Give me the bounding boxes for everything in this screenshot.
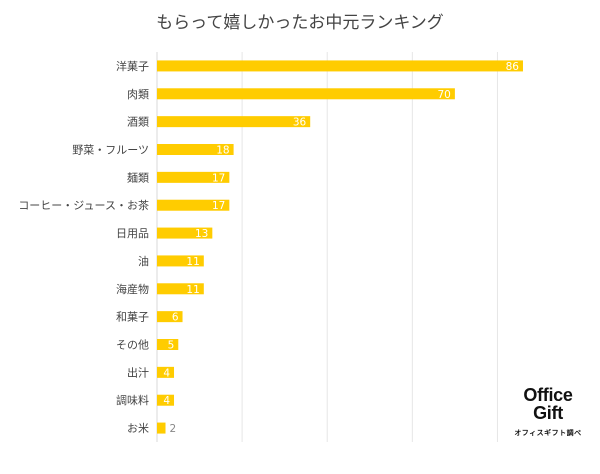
logo-line-1: Office [523, 385, 573, 405]
office-gift-logo: Office Gift オフィスギフト調べ [508, 386, 588, 438]
category-label: 洋菓子 [116, 59, 149, 73]
bars [157, 60, 523, 434]
bar [157, 88, 455, 100]
bar [157, 422, 166, 434]
value-label: 17 [212, 172, 225, 184]
bar [157, 116, 311, 128]
bar [157, 199, 230, 211]
category-label: 油 [138, 254, 149, 268]
category-label: 和菓子 [116, 311, 149, 324]
bar [157, 171, 230, 183]
value-label: 11 [186, 256, 199, 268]
value-label: 5 [168, 340, 175, 352]
category-label: 麺類 [127, 171, 149, 184]
category-labels: 洋菓子肉類酒類野菜・フルーツ麺類コーヒー・ジュース・お茶日用品油海産物和菓子その… [18, 59, 149, 435]
logo-line-2: Gift [533, 403, 563, 423]
category-label: お米 [127, 422, 149, 435]
value-label: 4 [163, 367, 170, 379]
value-label: 36 [293, 117, 307, 129]
bar [157, 227, 213, 239]
bar [157, 283, 204, 295]
value-labels: 86 70 36 18 17 17 13 11 11 6 5 4 4 2 [163, 61, 519, 435]
value-label: 11 [186, 284, 199, 296]
category-label: 野菜・フルーツ [72, 144, 149, 157]
category-label: 日用品 [116, 227, 149, 240]
chart-title: もらって嬉しかったお中元ランキング [156, 13, 444, 33]
value-label: 70 [438, 89, 451, 101]
value-label: 6 [172, 312, 179, 324]
logo-caption: オフィスギフト調べ [514, 429, 582, 437]
category-label: 出汁 [127, 365, 149, 379]
category-label: 酒類 [127, 116, 149, 129]
value-label: 2 [170, 423, 177, 435]
bar [157, 366, 175, 378]
bar [157, 255, 204, 267]
category-label: その他 [116, 339, 149, 352]
bar [157, 311, 183, 323]
bar [157, 394, 175, 406]
value-label: 17 [212, 200, 225, 212]
value-label: 4 [163, 395, 170, 407]
bar [157, 60, 523, 72]
category-label: 海産物 [116, 282, 149, 296]
bar [157, 144, 234, 155]
category-label: コーヒー・ジュース・お茶 [18, 199, 149, 212]
grid-lines [156, 52, 498, 442]
category-label: 調味料 [116, 393, 149, 407]
bar [157, 339, 179, 350]
value-label: 86 [506, 61, 520, 73]
category-label: 肉類 [127, 88, 149, 101]
value-label: 18 [216, 145, 229, 157]
value-label: 13 [195, 228, 208, 240]
